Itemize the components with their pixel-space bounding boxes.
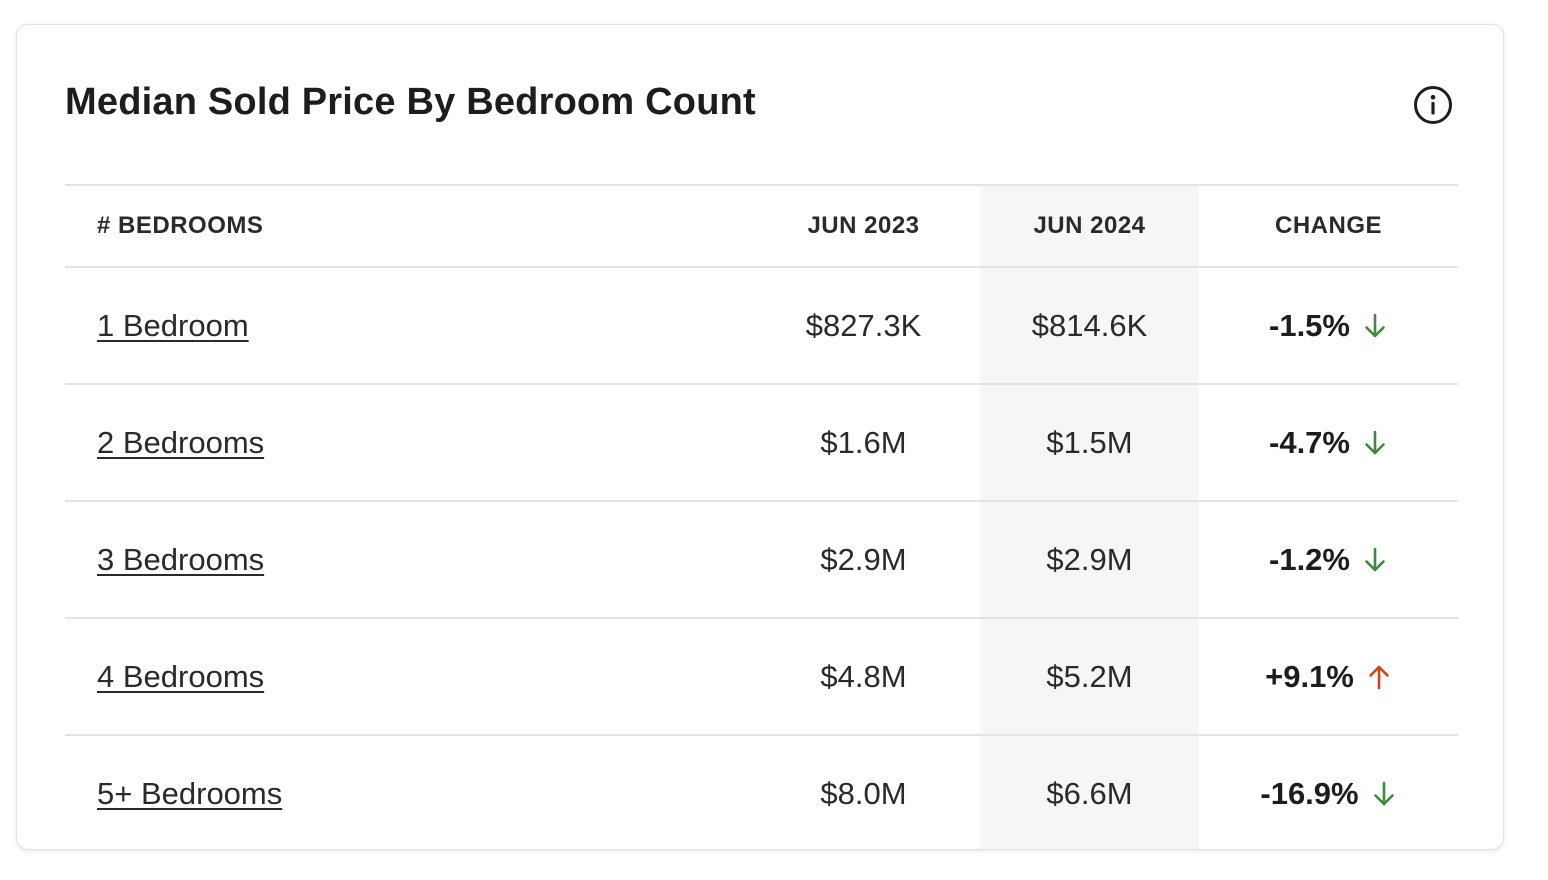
- change-cell: -1.5%: [1269, 308, 1388, 344]
- card-title: Median Sold Price By Bedroom Count: [65, 81, 756, 123]
- price-jun-2024: $6.6M: [980, 735, 1199, 849]
- change-cell: +9.1%: [1265, 659, 1392, 695]
- price-jun-2023: $2.9M: [747, 501, 980, 619]
- card-header: Median Sold Price By Bedroom Count: [65, 81, 1455, 131]
- price-jun-2024: $814.6K: [980, 267, 1199, 385]
- table-row: 2 Bedrooms $1.6M $1.5M -4.7%: [65, 384, 1458, 502]
- arrow-up-icon: [1366, 664, 1392, 690]
- price-jun-2023: $827.3K: [747, 267, 980, 385]
- info-icon[interactable]: [1411, 83, 1455, 127]
- change-value: -1.2%: [1269, 541, 1350, 577]
- bedroom-link[interactable]: 4 Bedrooms: [97, 658, 265, 694]
- table-row: 1 Bedroom $827.3K $814.6K -1.5%: [65, 267, 1458, 385]
- price-jun-2024: $5.2M: [980, 618, 1199, 736]
- change-value: -16.9%: [1260, 776, 1359, 811]
- change-cell: -4.7%: [1269, 425, 1388, 461]
- arrow-down-icon: [1362, 313, 1388, 339]
- price-jun-2023: $1.6M: [747, 384, 980, 502]
- bedroom-price-table-wrap: # BEDROOMS JUN 2023 JUN 2024 CHANGE 1 Be…: [65, 184, 1458, 849]
- change-value: -1.5%: [1269, 307, 1350, 343]
- header-change: CHANGE: [1199, 184, 1458, 268]
- price-jun-2023: $4.8M: [747, 618, 980, 736]
- price-jun-2024: $1.5M: [980, 384, 1199, 502]
- change-cell: -1.2%: [1269, 542, 1388, 578]
- table-row: 5+ Bedrooms $8.0M $6.6M -16.9%: [65, 735, 1458, 849]
- header-bedrooms: # BEDROOMS: [65, 184, 747, 268]
- bedroom-price-table: # BEDROOMS JUN 2023 JUN 2024 CHANGE 1 Be…: [65, 184, 1458, 849]
- bedroom-link[interactable]: 3 Bedrooms: [97, 541, 265, 577]
- price-jun-2024: $2.9M: [980, 501, 1199, 619]
- bedroom-link[interactable]: 2 Bedrooms: [97, 424, 265, 460]
- arrow-down-icon: [1362, 547, 1388, 573]
- header-jun-2024: JUN 2024: [980, 184, 1199, 268]
- change-value: +9.1%: [1265, 658, 1354, 694]
- arrow-down-icon: [1362, 430, 1388, 456]
- arrow-down-icon: [1371, 781, 1397, 807]
- change-cell: -16.9%: [1260, 776, 1396, 812]
- table-header-row: # BEDROOMS JUN 2023 JUN 2024 CHANGE: [65, 184, 1458, 268]
- bedroom-link[interactable]: 1 Bedroom: [97, 307, 249, 343]
- median-price-card: Median Sold Price By Bedroom Count # BED…: [16, 24, 1504, 850]
- table-row: 4 Bedrooms $4.8M $5.2M +9.1%: [65, 618, 1458, 736]
- price-jun-2023: $8.0M: [820, 776, 907, 811]
- header-jun-2023: JUN 2023: [747, 184, 980, 268]
- change-value: -4.7%: [1269, 424, 1350, 460]
- table-row: 3 Bedrooms $2.9M $2.9M -1.2%: [65, 501, 1458, 619]
- bedroom-link[interactable]: 5+ Bedrooms: [97, 776, 283, 811]
